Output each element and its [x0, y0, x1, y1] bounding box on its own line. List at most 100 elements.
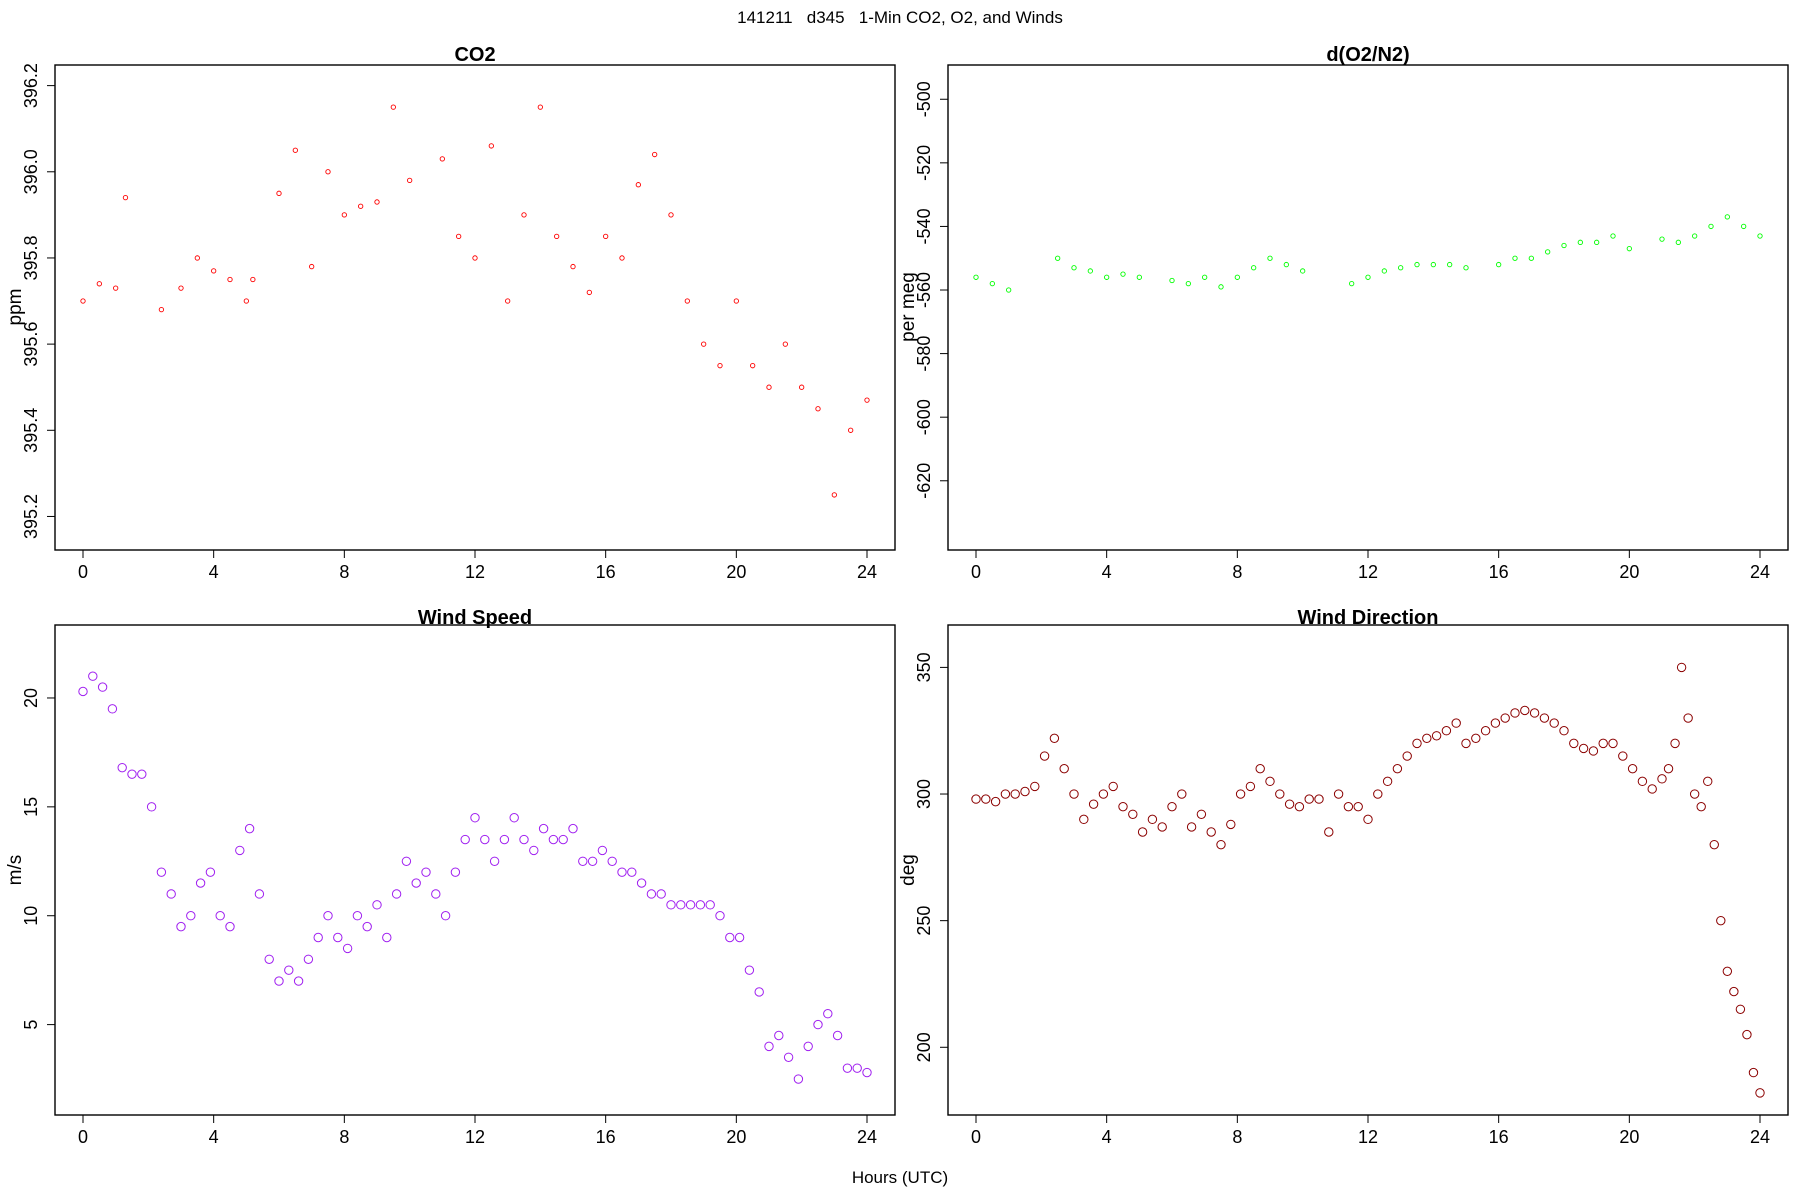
data-point: [1528, 255, 1534, 261]
data-point: [754, 987, 764, 997]
data-point: [1216, 839, 1226, 850]
data-point: [1729, 986, 1739, 997]
data-point: [323, 911, 333, 921]
data-point: [1757, 233, 1763, 239]
data-point: [676, 900, 686, 910]
data-point: [815, 406, 821, 412]
data-point: [80, 298, 86, 304]
data-point: [783, 1052, 794, 1062]
data-point: [1234, 274, 1240, 280]
y-tick-label: -600: [914, 399, 934, 435]
data-point: [1663, 763, 1674, 774]
data-point: [1529, 708, 1540, 718]
data-point: [1020, 786, 1030, 797]
data-point: [127, 769, 137, 779]
data-point: [243, 298, 249, 304]
data-point: [1030, 781, 1040, 792]
data-point: [1549, 718, 1559, 728]
x-tick-label: 0: [78, 562, 88, 582]
data-point: [558, 834, 568, 845]
data-point: [1722, 966, 1733, 977]
data-point: [1136, 274, 1142, 280]
data-point: [1588, 746, 1599, 756]
data-point: [1626, 246, 1632, 252]
data-point: [1430, 261, 1436, 268]
data-point: [1545, 249, 1551, 255]
data-point: [1637, 776, 1648, 787]
y-tick-label: -540: [914, 208, 934, 244]
data-point: [1748, 1067, 1759, 1078]
data-point: [1520, 705, 1530, 716]
data-point: [1218, 284, 1224, 290]
data-point: [1088, 799, 1099, 809]
data-point: [1186, 822, 1197, 832]
data-point: [705, 900, 715, 910]
data-point: [158, 307, 165, 313]
data-point: [548, 834, 559, 845]
data-point: [744, 965, 755, 975]
data-point: [715, 911, 725, 921]
data-point: [734, 932, 745, 943]
data-point: [390, 104, 396, 110]
data-point: [186, 911, 196, 921]
data-point: [1496, 261, 1502, 268]
data-point: [1206, 827, 1216, 837]
data-point: [488, 143, 494, 149]
data-point: [1447, 261, 1453, 268]
data-point: [1708, 223, 1714, 230]
data-point: [225, 921, 235, 932]
data-point: [1059, 763, 1069, 774]
data-point: [1039, 751, 1050, 761]
x-tick-label: 24: [857, 1127, 877, 1147]
data-point: [1741, 223, 1747, 230]
data-point: [194, 255, 200, 261]
data-point: [1381, 268, 1387, 274]
data-point: [1689, 789, 1700, 799]
data-point: [1683, 713, 1693, 723]
data-point: [439, 156, 445, 162]
data-point: [1255, 763, 1265, 774]
y-axis-label: deg: [898, 854, 919, 886]
y-tick-label: -520: [914, 145, 934, 181]
data-point: [499, 834, 510, 845]
data-point: [1610, 233, 1616, 239]
data-point: [489, 856, 500, 866]
x-tick-label: 0: [78, 1127, 88, 1147]
data-point: [1490, 718, 1501, 728]
data-point: [725, 932, 735, 943]
x-tick-label: 12: [465, 1127, 485, 1147]
x-tick-label: 12: [1358, 1127, 1378, 1147]
data-point: [1010, 789, 1020, 799]
y-tick-label: -500: [914, 81, 934, 117]
data-point: [1559, 726, 1569, 736]
data-point: [701, 341, 707, 347]
data-point: [1185, 281, 1191, 287]
panel-title: Wind Speed: [418, 607, 532, 629]
data-point: [1451, 718, 1461, 728]
plot-frame: [54, 624, 896, 1116]
data-point: [215, 911, 225, 921]
data-point: [421, 867, 431, 877]
data-point: [1300, 268, 1306, 274]
data-point: [1692, 233, 1698, 239]
data-point: [1696, 801, 1706, 812]
data-point: [1353, 801, 1363, 812]
data-point: [1402, 751, 1412, 761]
data-point: [146, 802, 157, 812]
data-point: [1398, 265, 1404, 271]
y-tick-label: -620: [914, 463, 934, 499]
data-point: [264, 954, 274, 964]
data-point: [619, 255, 625, 261]
data-point: [799, 384, 805, 390]
data-point: [1118, 801, 1128, 812]
data-point: [666, 900, 676, 910]
data-point: [578, 856, 588, 866]
y-tick-label: 350: [914, 652, 934, 682]
data-point: [1196, 809, 1207, 819]
data-point: [293, 976, 304, 986]
data-point: [303, 954, 314, 964]
data-point: [1735, 1004, 1746, 1014]
data-point: [1461, 738, 1471, 749]
x-tick-label: 20: [1619, 1127, 1639, 1147]
data-point: [1104, 274, 1110, 280]
